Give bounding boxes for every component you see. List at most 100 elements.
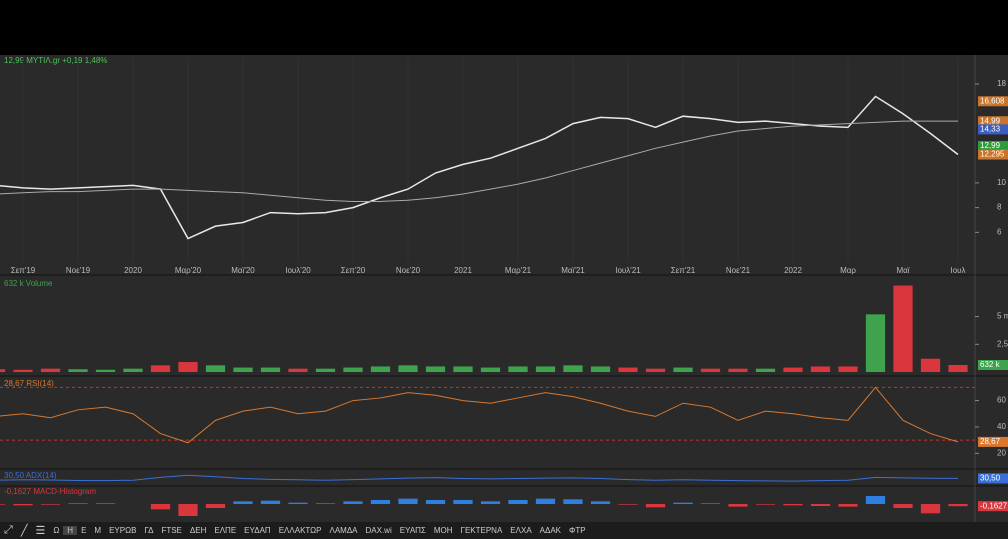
bar — [728, 368, 748, 372]
bar — [673, 502, 693, 504]
bar — [865, 314, 886, 372]
y-tick-label: 2,50 m — [997, 339, 1008, 348]
bar — [150, 504, 171, 510]
bar — [535, 498, 556, 504]
symbol-tab[interactable]: DAX.wi — [365, 526, 392, 535]
bar — [948, 504, 968, 507]
symbol-tab[interactable]: ΕΛΧΑ — [510, 526, 532, 535]
symbol-tab[interactable]: Η — [63, 526, 78, 535]
bar — [398, 365, 418, 372]
value-label: 30,50 — [980, 474, 1001, 483]
series-line — [0, 95, 959, 240]
bar — [40, 504, 61, 505]
symbol-tab[interactable]: Ε — [81, 526, 87, 535]
bar — [783, 367, 803, 372]
price-label: 14,99 — [980, 116, 1001, 125]
value-label-bg — [978, 436, 1008, 447]
bar — [205, 504, 226, 508]
bar — [288, 368, 308, 372]
bar — [480, 501, 501, 504]
bar — [563, 365, 583, 372]
bar — [508, 500, 528, 504]
price-label-bg — [978, 124, 1008, 135]
value-label: 632 k — [980, 360, 1001, 369]
y-tick-label: 8 — [997, 203, 1002, 212]
bar — [315, 368, 336, 372]
price-label: 16,608 — [980, 96, 1005, 105]
bar — [838, 504, 858, 507]
bar — [40, 368, 61, 372]
bar — [783, 504, 803, 506]
symbol-tab[interactable]: ΕΛΛΑΚΤΩΡ — [278, 526, 322, 535]
x-tick-label: Μαρ'20 — [175, 266, 202, 275]
symbol-tab[interactable]: FTSE — [161, 526, 182, 535]
bar — [535, 366, 556, 372]
bar — [893, 504, 913, 508]
icon[interactable]: ⤢ — [4, 524, 13, 536]
bar — [288, 502, 308, 504]
panel-title: -0,1627 MACD-Histogram — [4, 487, 96, 496]
x-tick-label: Νοε'20 — [396, 266, 421, 275]
price-label-bg — [978, 96, 1008, 107]
bar — [0, 504, 6, 505]
bar — [480, 367, 501, 372]
symbol-tab[interactable]: ΓΕΚΤΕΡΝΑ — [460, 526, 503, 535]
bar — [123, 368, 143, 372]
series-line — [0, 474, 959, 482]
panel-title: 30,50 ADX(14) — [4, 471, 57, 480]
symbol-tab[interactable]: Ω — [53, 526, 60, 535]
x-tick-label: Ιουλ'21 — [615, 266, 641, 275]
y-tick-label: 20 — [997, 448, 1006, 457]
panel-title: 28,67 RSI(14) — [4, 379, 54, 388]
panel-title: 632 k Volume — [4, 279, 53, 288]
bar — [920, 358, 941, 372]
x-tick-label: 2020 — [124, 266, 142, 275]
icon[interactable]: ╱ — [20, 525, 28, 537]
price-label-bg — [978, 140, 1008, 151]
symbol-tab[interactable]: ΔΕΗ — [189, 526, 207, 535]
bar — [865, 496, 886, 504]
x-tick-label: Σεπ'20 — [341, 266, 366, 275]
y-tick-label: 10 — [997, 178, 1006, 187]
symbol-tab[interactable]: ΛΑΜΔΑ — [329, 526, 358, 535]
symbol-tab[interactable]: ΜΟΗ — [433, 526, 453, 535]
top-bar — [0, 0, 1008, 55]
price-label: 14,33 — [980, 125, 1001, 134]
bar — [453, 366, 473, 372]
bar — [68, 369, 88, 372]
symbol-tab[interactable]: ΕΛΠΕ — [214, 526, 237, 535]
series-line — [0, 120, 958, 202]
bar — [508, 366, 528, 372]
x-tick-label: Ιουλ — [950, 266, 965, 275]
x-tick-label: 2022 — [784, 266, 802, 275]
x-tick-label: Νοε'19 — [66, 266, 91, 275]
bar — [645, 368, 666, 372]
bar — [178, 504, 198, 516]
series-line — [0, 386, 959, 444]
bar — [920, 504, 941, 514]
y-tick-label: 40 — [997, 422, 1006, 431]
symbol-tab[interactable]: ΕΥΡΩΒ — [109, 526, 137, 535]
symbol-tab[interactable]: ΑΔΑΚ — [539, 526, 562, 535]
bar — [150, 365, 171, 372]
bar — [0, 369, 6, 372]
x-tick-label: 2021 — [454, 266, 472, 275]
symbol-tab[interactable]: ΕΥΑΠΣ — [399, 526, 426, 535]
bar — [233, 367, 253, 372]
bar — [755, 504, 776, 505]
y-tick-label: 6 — [997, 227, 1002, 236]
bar — [13, 504, 33, 506]
bar — [260, 500, 281, 504]
bar — [673, 367, 693, 372]
icon[interactable]: ☰ — [35, 525, 46, 537]
symbol-tab[interactable]: ΓΔ — [144, 526, 154, 535]
bar — [95, 369, 116, 372]
price-label: 12,99 — [980, 141, 1001, 150]
x-tick-label: Μαϊ'21 — [561, 266, 585, 275]
symbol-tab[interactable]: ΕΥΔΑΠ — [244, 526, 271, 535]
bar — [810, 366, 831, 372]
symbol-tab[interactable]: ΦΤΡ — [569, 526, 586, 535]
x-tick-label: Σεπ'21 — [671, 266, 696, 275]
symbol-tab[interactable]: Μ — [94, 526, 102, 535]
bar — [590, 366, 611, 372]
